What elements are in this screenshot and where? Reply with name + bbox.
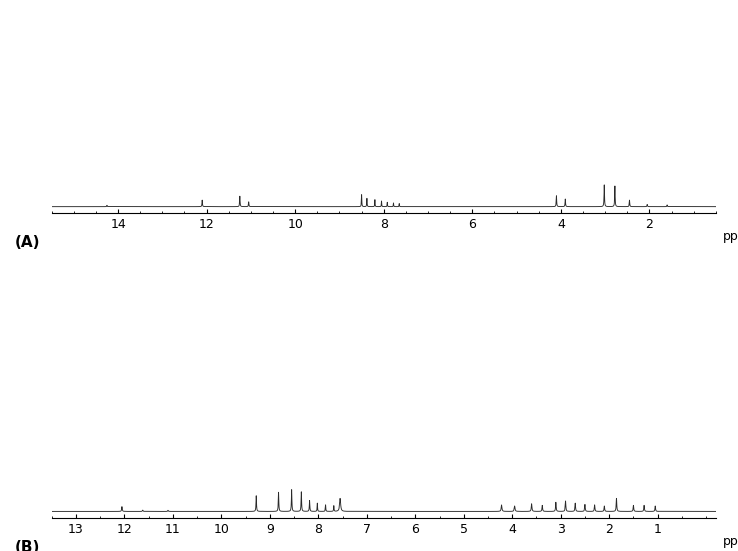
Text: ppm: ppm — [723, 230, 738, 243]
Text: ppm: ppm — [723, 534, 738, 548]
Text: (B): (B) — [15, 540, 40, 551]
Text: (A): (A) — [15, 235, 41, 250]
